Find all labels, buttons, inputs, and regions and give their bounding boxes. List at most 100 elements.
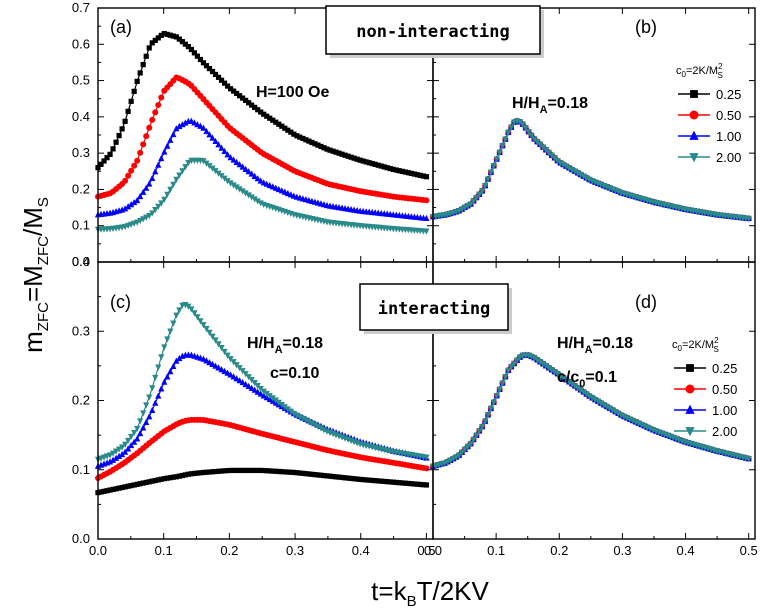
panel-d-xtick-label-2: 0.2 xyxy=(550,543,568,558)
panel-c-point-0.25-55 xyxy=(261,467,267,474)
panel-a-point-2.00-52 xyxy=(251,196,258,203)
panel-a-point-0.25-54 xyxy=(258,109,264,115)
panel-c-xtick-label-3: 0.3 xyxy=(286,543,304,558)
panel-b-point-2.00-32 xyxy=(522,125,529,132)
panel-d-point-2.00-48 xyxy=(568,381,576,388)
panel-c-point-2.00-16 xyxy=(143,402,150,409)
panel-c-point-1.00-20 xyxy=(155,392,162,399)
panel-c-point-2.00-24 xyxy=(167,328,174,335)
panel-c-point-2.00-39 xyxy=(212,337,219,344)
panel-c-point-1.00-49 xyxy=(242,380,249,388)
panel-c-point-1.00-27 xyxy=(176,354,183,362)
panel-c-point-1.00-42 xyxy=(221,367,228,374)
panel-a-point-0.25-95 xyxy=(381,164,387,170)
panel-a-point-0.25-81 xyxy=(339,151,345,157)
panel-c-point-0.25-80 xyxy=(336,474,342,480)
panel-c-point-2.00-5 xyxy=(109,450,117,457)
panel-c-point-2.00-29 xyxy=(182,301,189,309)
panel-a-point-1.00-36 xyxy=(203,127,210,135)
panel-d-annot-sub: A xyxy=(585,344,593,356)
panel-c-xtick-label-1: 0.1 xyxy=(155,543,173,558)
panel-c-annot-sub: A xyxy=(275,344,283,356)
panel-c-point-1.00-8 xyxy=(119,450,126,458)
panel-b-letter: (b) xyxy=(635,17,657,37)
panel-a-point-0.25-49 xyxy=(243,97,249,104)
panel-c-point-0.25-56 xyxy=(264,468,270,474)
legend-top-entry-1.00: 1.00 xyxy=(678,129,741,144)
panel-b-point-2.00-51 xyxy=(577,171,584,179)
panel-c-point-1.00-25 xyxy=(170,362,177,370)
panel-c-point-0.25-30 xyxy=(185,471,191,477)
panel-a-point-2.00-40 xyxy=(215,170,222,177)
panel-c-point-2.00-18 xyxy=(149,385,156,392)
panel-c-point-0.25-41 xyxy=(218,468,225,474)
panel-a-point-0.50-13 xyxy=(134,157,141,164)
panel-a-point-0.25-12 xyxy=(131,88,137,94)
panel-b: (b) H/HA=0.18 xyxy=(429,7,756,263)
panel-c-point-0.25-42 xyxy=(221,468,228,474)
panel-c-point-0.25-59 xyxy=(273,468,279,474)
panel-a-point-0.25-5 xyxy=(110,146,116,152)
panel-c-point-0.25-8 xyxy=(119,484,125,491)
panel-c-point-1.00-52 xyxy=(251,386,258,393)
panel-a-point-0.25-11 xyxy=(128,98,134,104)
panel-a-point-0.25-19 xyxy=(152,37,158,43)
panel-a-point-2.00-42 xyxy=(221,175,228,182)
panel-a-point-0.25-20 xyxy=(155,35,161,41)
panel-c-point-2.00-40 xyxy=(215,341,222,348)
ylabel-slash-sub: S xyxy=(35,197,52,207)
panel-a-point-0.25-107 xyxy=(417,172,424,178)
panel-c-annotation: H/HA=0.18 xyxy=(247,335,323,356)
panel-c-point-2.00-61 xyxy=(278,401,285,409)
panel-a-series-0.50 xyxy=(95,74,430,204)
panel-c-point-2.00-30 xyxy=(185,303,192,310)
panel-a-point-1.00-54 xyxy=(257,177,264,184)
panel-c-point-1.00-50 xyxy=(245,382,252,389)
panel-c-ytick-label-1: 0.1 xyxy=(72,462,90,477)
panel-d-point-2.00-22 xyxy=(493,393,500,400)
panel-c-xtick-label-5: 0.5 xyxy=(417,543,435,558)
panel-a-point-2.00-44 xyxy=(227,180,234,187)
panel-a-point-0.25-105 xyxy=(411,171,417,177)
panel-d-point-2.00-12 xyxy=(464,443,471,451)
title-box-top-frame xyxy=(325,5,541,55)
panel-d-point-2.00-14 xyxy=(470,436,477,444)
panel-d-point-2.00-51 xyxy=(577,387,584,394)
panel-c-point-1.00-45 xyxy=(230,373,237,380)
panel-a-point-0.25-27 xyxy=(176,36,182,42)
panel-c-point-0.25-9 xyxy=(122,484,128,490)
panel-a-point-2.00-49 xyxy=(242,190,249,197)
panel-c-point-2.00-23 xyxy=(164,336,171,343)
xlabel-main: t=k xyxy=(371,576,407,606)
panel-c-point-0.25-14 xyxy=(137,481,143,487)
panel-c-point-2.00-41 xyxy=(218,345,225,352)
panel-c-point-0.25-84 xyxy=(348,475,354,482)
panel-c-point-0.25-37 xyxy=(206,469,213,475)
panel-a-point-0.25-9 xyxy=(122,118,128,124)
panel-c-series-2.00 xyxy=(94,301,430,463)
panel-b-series xyxy=(429,117,752,223)
panel-a-point-1.00-21 xyxy=(158,154,165,162)
panel-c-point-0.25-24 xyxy=(167,475,173,481)
panel-d-point-2.00-25 xyxy=(502,374,509,381)
panel-d-point-2.00-11 xyxy=(461,446,468,453)
panel-c-point-0.25-31 xyxy=(188,471,195,477)
panel-d-point-2.00-53 xyxy=(583,391,590,398)
panel-b-point-2.00-46 xyxy=(563,163,570,170)
panel-c-point-0.25-34 xyxy=(197,470,204,476)
title-non-interacting: non-interacting xyxy=(356,22,510,42)
panel-d: 0.0 0.1 0.2 0.3 0.4 0.5 (d) H/HA=0.18 c/c0=0.… xyxy=(424,261,758,558)
panel-c-point-0.25-108 xyxy=(420,482,427,488)
legend-top-entry-0.50: 0.50 xyxy=(678,108,741,123)
panel-c-point-1.00-7 xyxy=(115,452,123,460)
panel-c-point-0.25-93 xyxy=(375,478,381,484)
panel-a-point-2.00-29 xyxy=(182,164,189,171)
panel-d-point-2.00-64 xyxy=(615,410,622,417)
legend-top-header-part-1: 0 xyxy=(682,70,687,79)
panel-b-point-2.00-21 xyxy=(490,163,497,170)
legend-bottom-entry-label-0.25: 0.25 xyxy=(712,361,737,376)
panel-d-point-2.00-35 xyxy=(531,355,538,362)
panel-c-point-0.25-91 xyxy=(369,477,375,484)
panel-c-point-2.00-54 xyxy=(257,386,264,393)
panel-c-point-0.25-2 xyxy=(101,488,107,494)
